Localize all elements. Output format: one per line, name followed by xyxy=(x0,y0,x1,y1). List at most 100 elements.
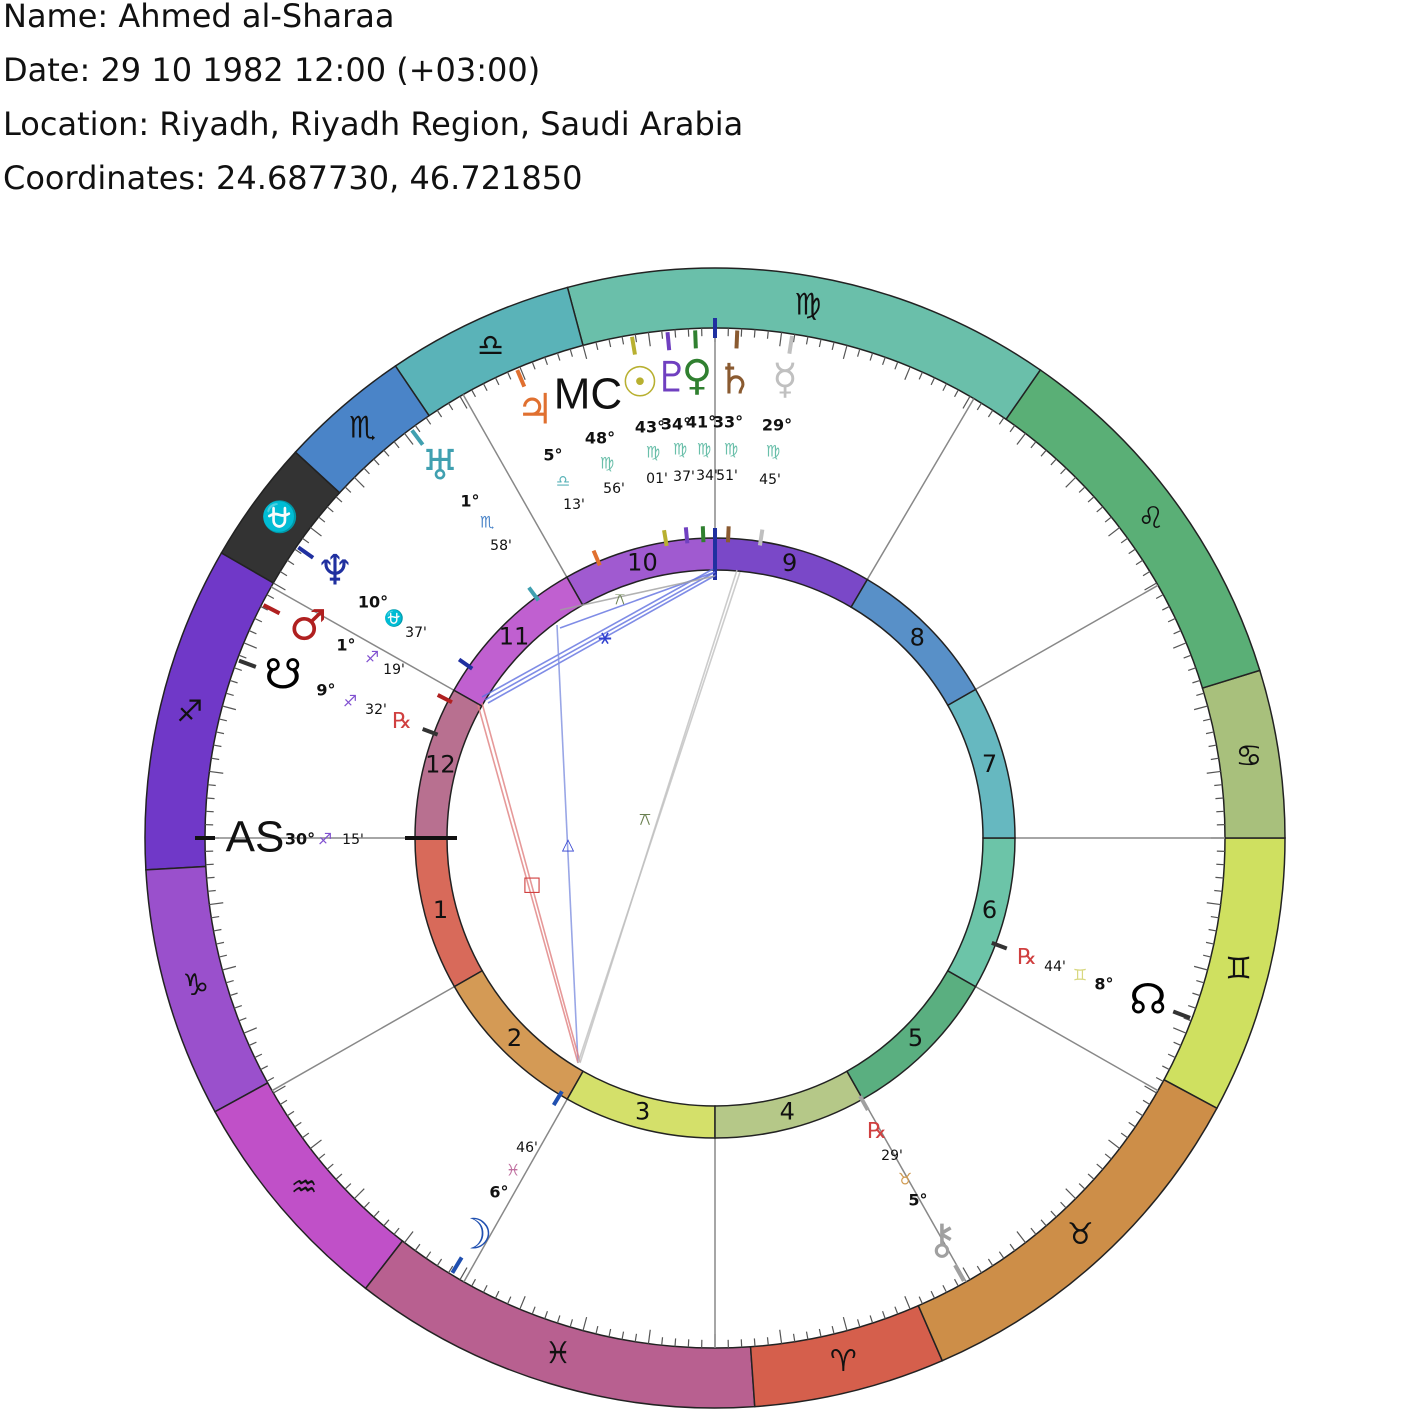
degree-tick xyxy=(448,1265,454,1274)
degree-tick xyxy=(544,357,548,365)
planet-glyph: ☿ xyxy=(772,355,798,404)
house-cusp-line xyxy=(463,1098,568,1283)
planet-sign: ♍ xyxy=(724,440,738,459)
planet-tick xyxy=(515,369,527,388)
degree-tick xyxy=(326,1163,334,1170)
planet-tick xyxy=(662,529,669,547)
degree-tick xyxy=(519,1296,526,1310)
degree-tick xyxy=(310,527,322,537)
degree-tick xyxy=(1206,902,1221,906)
planet-retrograde: ℞ xyxy=(392,709,412,734)
degree-tick xyxy=(1060,467,1067,475)
degree-tick xyxy=(1196,692,1205,696)
planet-minute: 58' xyxy=(490,538,512,554)
sign-segment xyxy=(1005,368,1261,689)
degree-tick xyxy=(494,377,500,386)
degree-tick xyxy=(353,476,365,488)
planet-tick xyxy=(450,1256,464,1274)
degree-tick xyxy=(582,345,588,360)
degree-tick xyxy=(1030,1227,1037,1235)
planet-sign: ♐ xyxy=(365,648,379,667)
degree-tick xyxy=(238,1017,247,1022)
degree-tick xyxy=(286,559,295,566)
degree-tick xyxy=(1206,770,1221,774)
degree-tick xyxy=(976,1265,982,1274)
degree-tick xyxy=(779,1329,783,1344)
degree-tick xyxy=(556,1315,561,1324)
degree-tick xyxy=(260,1065,268,1071)
degree-tick xyxy=(976,402,982,411)
degree-tick xyxy=(1030,441,1037,449)
degree-tick xyxy=(507,371,512,380)
degree-tick xyxy=(661,330,664,339)
degree-tick xyxy=(363,467,370,475)
planet-sign: ♍ xyxy=(646,443,660,462)
degree-tick xyxy=(310,1139,322,1149)
degree-tick xyxy=(661,1337,664,1346)
planet-retrograde: ℞ xyxy=(1017,945,1037,970)
degree-tick xyxy=(1096,1163,1104,1170)
degree-tick xyxy=(818,339,822,348)
degree-tick xyxy=(1120,1132,1128,1139)
degree-tick xyxy=(1208,744,1217,748)
planet-glyph: ♃ xyxy=(516,385,554,434)
degree-tick xyxy=(882,1311,886,1319)
house-cusp-line xyxy=(866,398,975,580)
degree-tick xyxy=(1193,705,1208,711)
sign-segment xyxy=(364,1239,756,1409)
sign-glyph: ♈ xyxy=(830,1344,857,1379)
degree-tick xyxy=(1120,537,1128,544)
aspect-line xyxy=(556,624,579,1064)
degree-tick xyxy=(1173,1041,1182,1046)
degree-tick xyxy=(792,334,796,343)
degree-tick xyxy=(544,1311,548,1319)
degree-tick xyxy=(882,357,886,365)
degree-tick xyxy=(869,352,874,361)
planet-tick xyxy=(683,527,690,544)
house-number: 8 xyxy=(910,624,925,652)
degree-tick xyxy=(353,1188,365,1200)
planet-tick xyxy=(297,545,315,560)
degree-tick xyxy=(209,770,224,774)
angle-label: MC xyxy=(554,370,622,419)
degree-tick xyxy=(779,332,783,347)
planet-sign: ♏ xyxy=(480,513,494,532)
degree-tick xyxy=(1065,1188,1077,1200)
degree-tick xyxy=(302,1132,310,1139)
planet-tick xyxy=(991,940,1008,951)
aspect-line xyxy=(487,574,717,704)
degree-tick xyxy=(318,516,326,523)
degree-tick xyxy=(425,1251,432,1259)
degree-tick xyxy=(569,1319,573,1328)
degree-tick xyxy=(1144,582,1157,591)
degree-tick xyxy=(238,654,247,659)
degree-tick xyxy=(792,1333,796,1342)
degree-tick xyxy=(962,396,971,409)
degree-tick xyxy=(1016,433,1026,445)
sign-glyph: ♐ xyxy=(176,694,203,729)
degree-tick xyxy=(1183,1017,1192,1022)
planet-minute: 29' xyxy=(881,1148,903,1164)
degree-tick xyxy=(1142,1099,1151,1105)
degree-tick xyxy=(383,1219,390,1227)
house-cusp-line xyxy=(975,985,1159,1092)
degree-tick xyxy=(1104,1153,1112,1160)
planet-glyph: ♂ xyxy=(289,601,327,650)
planet-minute: 37' xyxy=(405,625,427,641)
planet-tick xyxy=(421,727,439,737)
degree-tick xyxy=(962,1267,971,1280)
degree-tick xyxy=(266,594,275,599)
planet-tick xyxy=(734,330,740,349)
degree-tick xyxy=(595,1325,599,1335)
angle-label: AS xyxy=(226,813,285,862)
house-segment xyxy=(414,837,484,988)
planet-tick xyxy=(725,526,731,543)
degree-tick xyxy=(344,486,352,493)
planet-sign: ⛎ xyxy=(384,609,404,628)
house-cusp-line xyxy=(271,985,455,1092)
degree-tick xyxy=(674,329,677,338)
planet-sign: ♉ xyxy=(898,1170,912,1189)
degree-tick xyxy=(222,705,237,711)
degree-tick xyxy=(987,1258,994,1267)
